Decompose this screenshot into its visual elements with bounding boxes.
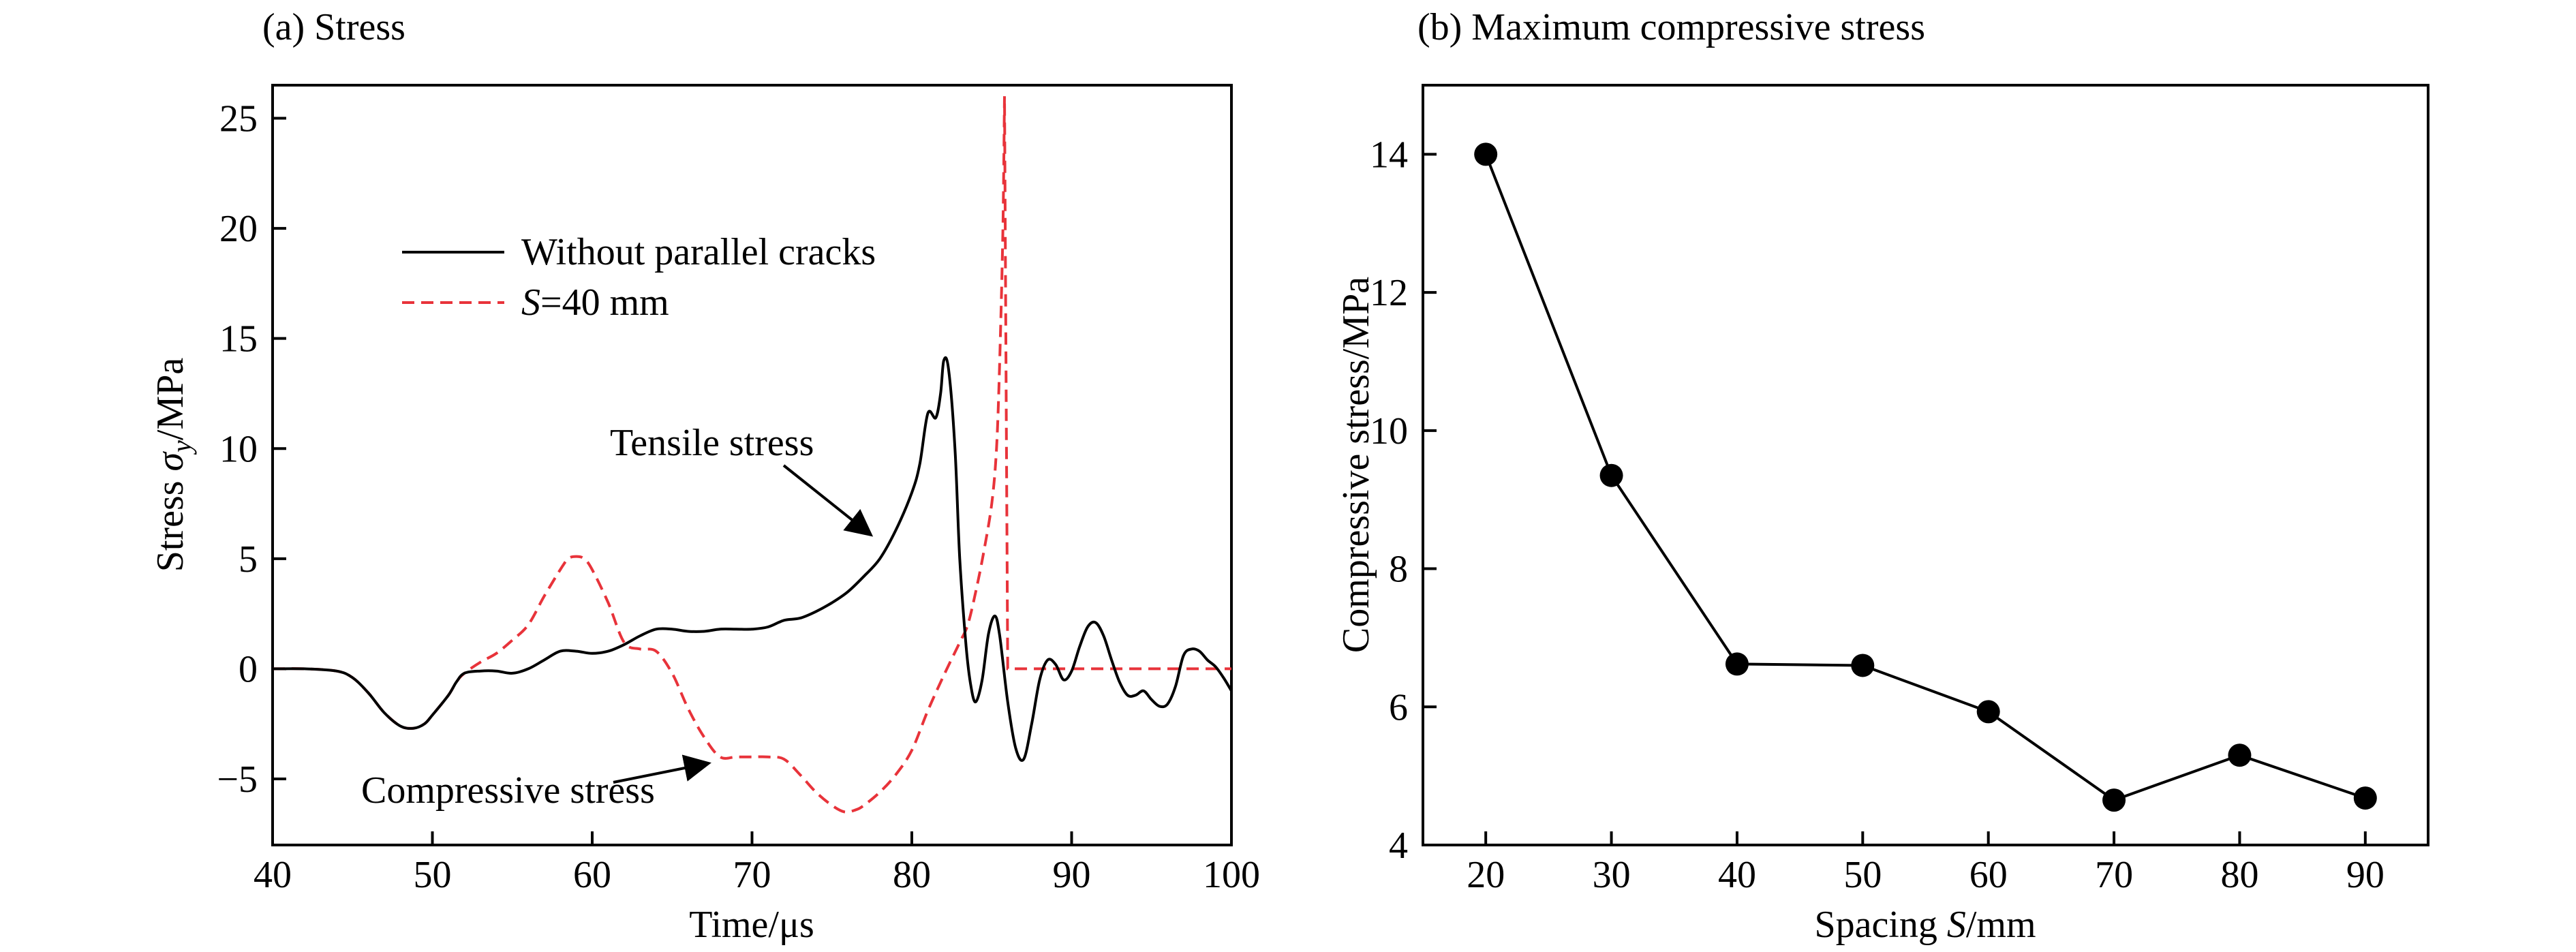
- data-point: [1725, 652, 1749, 676]
- data-point: [1976, 700, 2000, 724]
- chart-a-y-tick-label: 20: [219, 208, 258, 250]
- data-point: [1599, 463, 1623, 487]
- y-label-suffix: /MPa: [149, 358, 191, 440]
- chart-a-y-tick-label: 15: [219, 318, 258, 360]
- chart-b-y-tick-label: 12: [1370, 272, 1408, 314]
- x-label-prefix: Spacing: [1814, 904, 1946, 946]
- chart-b-x-ticks: 20 30 40 50 60 70 80 90: [1467, 831, 2385, 896]
- y-label-subscript: y: [166, 440, 197, 455]
- chart-b-y-tick-label: 6: [1389, 686, 1408, 728]
- chart-b-y-tick-label: 10: [1370, 410, 1408, 452]
- chart-b-x-axis-label: Spacing S/mm: [1814, 904, 2036, 946]
- x-label-suffix: /mm: [1966, 904, 2036, 946]
- chart-a-y-tick-label: 10: [219, 428, 258, 470]
- chart-b-y-axis-label: Compressive stress/MPa: [1335, 277, 1377, 653]
- chart-b-x-tick-label: 80: [2220, 854, 2258, 896]
- chart-b-y-tick-label: 8: [1389, 549, 1408, 591]
- chart-b-x-tick-label: 20: [1467, 854, 1505, 896]
- legend-label-s40-italic: S: [521, 281, 540, 324]
- max-compressive-stress-chart: (b) Maximum compressive stress 20 30 40 50 6…: [1335, 6, 2429, 946]
- chart-b-plot-frame: [1422, 84, 2429, 846]
- stress-chart: (a) Stress 40 50 60 70 80 90 100 −50510152025 …: [149, 6, 1260, 946]
- chart-a-plot-frame: [271, 84, 1233, 846]
- chart-b-y-ticks: 4 6 8 10 12 14: [1370, 134, 1437, 867]
- y-label-prefix: Stress: [149, 471, 191, 572]
- chart-a-x-tick-label: 70: [733, 854, 771, 896]
- chart-a-x-tick-label: 100: [1203, 854, 1260, 896]
- chart-a-y-axis-label: Stress σy/MPa: [149, 358, 197, 572]
- chart-b-x-tick-label: 60: [1969, 854, 2008, 896]
- chart-a-y-tick-label: −5: [217, 758, 258, 801]
- chart-a-x-tick-label: 60: [573, 854, 611, 896]
- data-point: [2228, 743, 2252, 767]
- x-label-italic: S: [1947, 904, 1966, 946]
- chart-a-y-tick-label: 25: [219, 97, 258, 140]
- series-connecting-line: [1484, 153, 2366, 802]
- chart-a-legend: Without parallel cracks S=40 mm: [402, 231, 876, 324]
- series-line-without-parallel-cracks: [272, 356, 1233, 762]
- arrow-tensile-stress: [782, 464, 874, 537]
- data-point: [1851, 654, 1875, 677]
- chart-a-x-tick-label: 80: [893, 854, 931, 896]
- legend-label-s40: S=40 mm: [521, 281, 669, 324]
- chart-b-x-tick-label: 30: [1593, 854, 1631, 896]
- chart-b-series: [1474, 142, 2377, 812]
- chart-a-y-tick-label: 0: [239, 648, 258, 690]
- chart-a-y-ticks: −5 0 5 10 15 20 25: [217, 97, 286, 801]
- y-label-symbol: σ: [149, 450, 191, 471]
- chart-a-x-axis-label: Time/μs: [689, 904, 814, 946]
- chart-a-x-tick-label: 40: [254, 854, 292, 896]
- chart-a-series-lines: [272, 96, 1233, 814]
- chart-a-x-tick-label: 50: [414, 854, 452, 896]
- chart-b-x-tick-label: 50: [1843, 854, 1882, 896]
- chart-b-x-tick-label: 40: [1718, 854, 1756, 896]
- chart-b-title: (b) Maximum compressive stress: [1417, 6, 1925, 48]
- chart-b-y-tick-label: 4: [1389, 825, 1408, 867]
- legend-label-s40-rest: =40 mm: [540, 281, 669, 324]
- data-point: [1474, 142, 1498, 166]
- chart-b-x-tick-label: 70: [2095, 854, 2133, 896]
- chart-b-y-tick-label: 14: [1370, 134, 1408, 176]
- chart-a-annotations: Tensile stress Compressive stress: [361, 422, 874, 812]
- legend-label-without-cracks: Without parallel cracks: [521, 231, 876, 273]
- data-point: [2353, 786, 2377, 810]
- chart-a-x-ticks: 40 50 60 70 80 90 100: [254, 831, 1260, 896]
- chart-a-y-tick-label: 5: [239, 538, 258, 581]
- data-point: [2102, 788, 2126, 812]
- annotation-compressive-stress: Compressive stress: [361, 769, 655, 812]
- arrow-compressive-stress: [613, 754, 711, 784]
- annotation-tensile-stress: Tensile stress: [610, 422, 814, 464]
- chart-a-x-tick-label: 90: [1053, 854, 1091, 896]
- chart-a-title: (a) Stress: [262, 6, 405, 48]
- chart-b-x-tick-label: 90: [2346, 854, 2385, 896]
